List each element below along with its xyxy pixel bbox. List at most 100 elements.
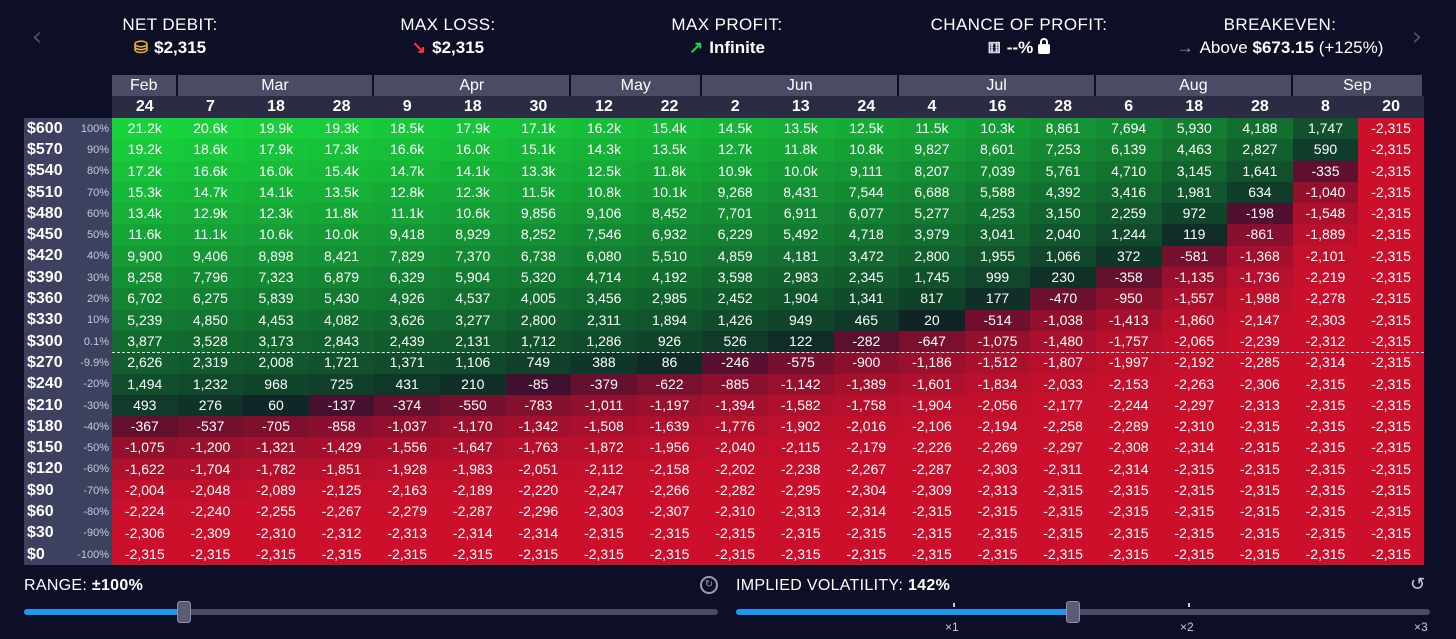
pl-cell[interactable]: -2,315 [1358,352,1424,374]
pl-cell[interactable]: 4,850 [177,309,244,331]
pl-cell[interactable]: -2,051 [505,458,572,481]
pl-cell[interactable]: 2,800 [505,309,572,331]
pl-cell[interactable]: 5,904 [439,267,506,289]
pl-cell[interactable]: 17.2k [112,160,178,182]
pl-cell[interactable]: -2,287 [439,501,506,523]
pl-cell[interactable]: -2,192 [1161,352,1228,374]
pl-cell[interactable]: -1,983 [439,458,506,481]
pl-cell[interactable]: 1,066 [1030,245,1096,268]
pl-cell[interactable]: -622 [636,373,703,395]
pl-cell[interactable]: 2,311 [571,309,637,331]
pl-cell[interactable]: -2,315 [1095,522,1162,544]
pl-cell[interactable]: -2,311 [1030,458,1096,481]
pl-cell[interactable]: 8,861 [1030,118,1096,140]
pl-cell[interactable]: -374 [374,394,440,417]
pl-cell[interactable]: -2,279 [374,501,440,523]
pl-cell[interactable]: -2,310 [1161,416,1228,438]
pl-cell[interactable]: -246 [702,352,768,374]
pl-cell[interactable]: -2,315 [767,543,834,566]
pl-cell[interactable]: 6,738 [505,245,572,268]
pl-cell[interactable]: -1,548 [1292,203,1359,225]
pl-cell[interactable]: 9,111 [833,160,900,182]
pl-cell[interactable]: 7,546 [571,224,637,246]
pl-cell[interactable]: -1,429 [308,437,375,459]
pl-cell[interactable]: -2,310 [702,501,768,523]
pl-cell[interactable]: -1,834 [964,373,1031,395]
pl-cell[interactable]: 5,492 [767,224,834,246]
pl-cell[interactable]: -2,306 [1227,373,1293,395]
pl-cell[interactable]: -282 [833,330,900,353]
pl-cell[interactable]: -2,315 [899,501,965,523]
pl-cell[interactable]: 3,979 [899,224,965,246]
pl-cell[interactable]: -858 [308,416,375,438]
pl-cell[interactable]: 2,983 [767,267,834,289]
pl-cell[interactable]: -861 [1227,224,1293,246]
pl-cell[interactable]: 4,005 [505,288,572,310]
pl-cell[interactable]: -2,310 [243,522,309,544]
pl-cell[interactable]: -2,313 [964,480,1031,502]
pl-cell[interactable]: 8,452 [636,203,703,225]
pl-cell[interactable]: -2,315 [899,522,965,544]
pl-cell[interactable]: 7,253 [1030,139,1096,161]
pl-cell[interactable]: -2,202 [702,458,768,481]
pl-cell[interactable]: 3,598 [702,267,768,289]
pl-cell[interactable]: -1,704 [177,458,244,481]
pl-cell[interactable]: -2,315 [1030,522,1096,544]
next-arrow-icon[interactable]: › [1411,22,1423,52]
pl-cell[interactable]: 17.3k [308,139,375,161]
pl-cell[interactable]: 3,173 [243,330,309,353]
pl-cell[interactable]: -2,315 [899,543,965,566]
pl-cell[interactable]: 1,745 [899,267,965,289]
pl-cell[interactable]: -2,177 [1030,394,1096,417]
pl-cell[interactable]: -2,163 [374,480,440,502]
pl-cell[interactable]: 16.2k [571,118,637,140]
pl-cell[interactable]: -581 [1161,245,1228,268]
pl-cell[interactable]: 4,714 [571,267,637,289]
pl-cell[interactable]: -358 [1095,267,1162,289]
pl-cell[interactable]: 4,537 [439,288,506,310]
pl-cell[interactable]: 3,626 [374,309,440,331]
pl-cell[interactable]: 3,416 [1095,181,1162,204]
pl-cell[interactable]: -2,314 [833,501,900,523]
pl-cell[interactable]: 5,510 [636,245,703,268]
pl-cell[interactable]: -2,315 [571,543,637,566]
pl-cell[interactable]: 19.3k [308,118,375,140]
pl-cell[interactable]: 3,145 [1161,160,1228,182]
pl-cell[interactable]: -2,315 [1358,224,1424,246]
pl-cell[interactable]: -2,315 [1227,522,1293,544]
pl-cell[interactable]: 177 [964,288,1031,310]
pl-cell[interactable]: -885 [702,373,768,395]
pl-cell[interactable]: -1,200 [177,437,244,459]
pl-cell[interactable]: -2,315 [1358,181,1424,204]
pl-cell[interactable]: -2,315 [1358,309,1424,331]
pl-cell[interactable]: -2,309 [899,480,965,502]
pl-cell[interactable]: -2,240 [177,501,244,523]
pl-cell[interactable]: -1,807 [1030,352,1096,374]
pl-cell[interactable]: -2,315 [1227,416,1293,438]
pl-cell[interactable]: 4,453 [243,309,309,331]
pl-cell[interactable]: -2,315 [1358,437,1424,459]
pl-cell[interactable]: 2,259 [1095,203,1162,225]
pl-cell[interactable]: -2,295 [767,480,834,502]
pl-cell[interactable]: -2,315 [1227,437,1293,459]
range-slider-track[interactable] [24,609,718,615]
pl-cell[interactable]: -2,314 [1161,437,1228,459]
pl-cell[interactable]: -2,040 [702,437,768,459]
pl-cell[interactable]: 2,040 [1030,224,1096,246]
pl-cell[interactable]: -2,315 [1292,373,1359,395]
pl-cell[interactable]: -705 [243,416,309,438]
pl-cell[interactable]: 14.1k [243,181,309,204]
pl-cell[interactable]: -2,314 [1095,458,1162,481]
pl-cell[interactable]: 1,341 [833,288,900,310]
pl-cell[interactable]: -2,125 [308,480,375,502]
pl-cell[interactable]: 6,702 [112,288,178,310]
pl-cell[interactable]: -1,782 [243,458,309,481]
pl-cell[interactable]: 949 [767,309,834,331]
pl-cell[interactable]: -2,238 [767,458,834,481]
pl-cell[interactable]: 13.5k [767,118,834,140]
pl-cell[interactable]: 12.5k [833,118,900,140]
pl-cell[interactable]: -2,315 [1227,501,1293,523]
pl-cell[interactable]: -2,313 [374,522,440,544]
pl-cell[interactable]: 8,929 [439,224,506,246]
pl-cell[interactable]: 1,712 [505,330,572,353]
